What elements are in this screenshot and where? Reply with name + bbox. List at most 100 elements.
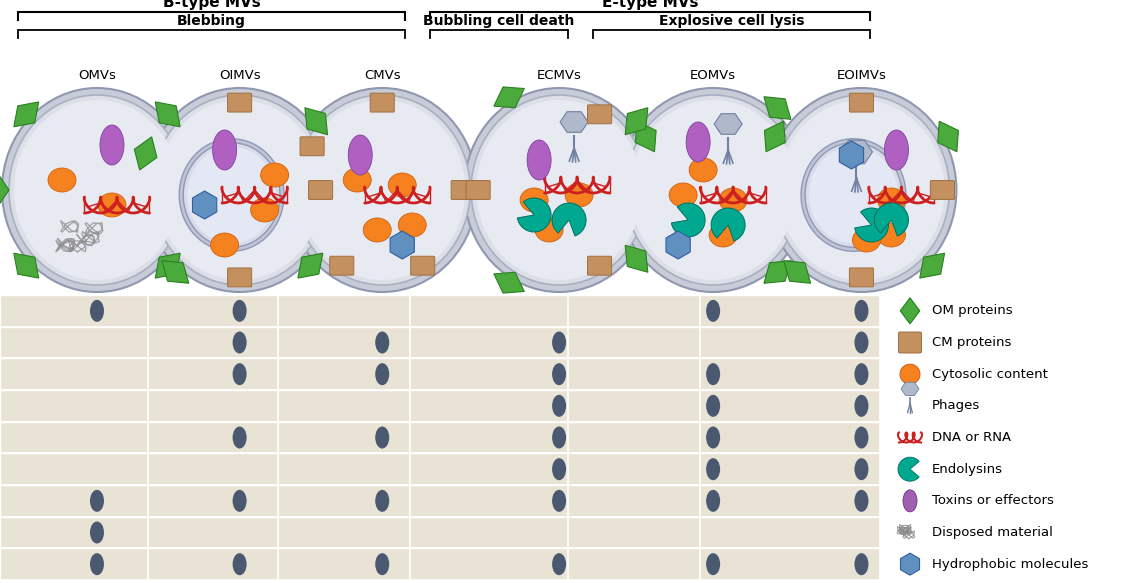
Ellipse shape bbox=[9, 95, 185, 285]
Ellipse shape bbox=[233, 553, 246, 575]
Ellipse shape bbox=[471, 95, 647, 285]
Text: Explosive cell lysis: Explosive cell lysis bbox=[658, 14, 804, 28]
Ellipse shape bbox=[398, 213, 427, 237]
Polygon shape bbox=[560, 112, 588, 132]
Polygon shape bbox=[14, 102, 39, 127]
Text: Blebbing: Blebbing bbox=[177, 14, 246, 28]
Ellipse shape bbox=[233, 427, 246, 448]
FancyBboxPatch shape bbox=[308, 181, 333, 199]
Wedge shape bbox=[874, 203, 908, 236]
Ellipse shape bbox=[884, 130, 908, 170]
Ellipse shape bbox=[855, 458, 868, 480]
Text: Disposed material: Disposed material bbox=[932, 526, 1053, 539]
Ellipse shape bbox=[552, 427, 566, 448]
Ellipse shape bbox=[375, 427, 389, 448]
FancyBboxPatch shape bbox=[849, 93, 874, 112]
Ellipse shape bbox=[233, 363, 246, 385]
Text: EOMVs: EOMVs bbox=[690, 69, 736, 82]
Ellipse shape bbox=[801, 139, 906, 251]
Text: ECMVs: ECMVs bbox=[536, 69, 582, 82]
Text: Endolysins: Endolysins bbox=[932, 463, 1003, 476]
Ellipse shape bbox=[778, 100, 945, 280]
Polygon shape bbox=[14, 253, 39, 278]
FancyBboxPatch shape bbox=[451, 181, 476, 199]
Bar bbox=[0, 549, 880, 580]
Ellipse shape bbox=[552, 490, 566, 512]
Ellipse shape bbox=[706, 427, 720, 448]
Ellipse shape bbox=[90, 300, 104, 322]
Polygon shape bbox=[920, 253, 945, 278]
Polygon shape bbox=[155, 253, 180, 278]
Text: E-type MVs: E-type MVs bbox=[601, 0, 698, 10]
Ellipse shape bbox=[100, 125, 124, 165]
Ellipse shape bbox=[388, 173, 416, 197]
Ellipse shape bbox=[260, 163, 289, 187]
Polygon shape bbox=[193, 191, 217, 219]
Ellipse shape bbox=[689, 158, 718, 182]
Polygon shape bbox=[390, 231, 414, 259]
FancyBboxPatch shape bbox=[411, 257, 435, 275]
Ellipse shape bbox=[375, 363, 389, 385]
Polygon shape bbox=[764, 97, 791, 120]
Ellipse shape bbox=[855, 427, 868, 448]
Ellipse shape bbox=[375, 553, 389, 575]
Ellipse shape bbox=[855, 363, 868, 385]
Text: EOIMVs: EOIMVs bbox=[836, 69, 887, 82]
Wedge shape bbox=[898, 457, 920, 481]
Text: Cytosolic content: Cytosolic content bbox=[932, 368, 1047, 381]
Ellipse shape bbox=[464, 88, 654, 292]
Ellipse shape bbox=[855, 553, 868, 575]
Polygon shape bbox=[900, 553, 920, 575]
Bar bbox=[0, 485, 880, 517]
Ellipse shape bbox=[565, 183, 593, 207]
Ellipse shape bbox=[48, 168, 76, 192]
Ellipse shape bbox=[476, 100, 642, 280]
Polygon shape bbox=[625, 108, 648, 135]
Ellipse shape bbox=[706, 553, 720, 575]
Bar bbox=[0, 359, 880, 390]
Ellipse shape bbox=[14, 100, 180, 280]
Ellipse shape bbox=[233, 300, 246, 322]
Ellipse shape bbox=[375, 490, 389, 512]
Ellipse shape bbox=[855, 300, 868, 322]
Ellipse shape bbox=[719, 188, 747, 212]
Polygon shape bbox=[298, 253, 323, 278]
Text: Toxins or effectors: Toxins or effectors bbox=[932, 494, 1054, 507]
Ellipse shape bbox=[294, 95, 470, 285]
Polygon shape bbox=[714, 114, 742, 134]
Polygon shape bbox=[938, 121, 958, 152]
Ellipse shape bbox=[156, 100, 323, 280]
Ellipse shape bbox=[706, 300, 720, 322]
Text: CMVs: CMVs bbox=[364, 69, 400, 82]
FancyBboxPatch shape bbox=[588, 105, 612, 124]
Wedge shape bbox=[711, 208, 745, 241]
FancyBboxPatch shape bbox=[330, 257, 354, 275]
Text: CM proteins: CM proteins bbox=[932, 336, 1011, 349]
Ellipse shape bbox=[625, 95, 801, 285]
Ellipse shape bbox=[187, 147, 276, 243]
Polygon shape bbox=[155, 102, 180, 127]
Wedge shape bbox=[517, 198, 551, 232]
Ellipse shape bbox=[855, 490, 868, 512]
Ellipse shape bbox=[706, 458, 720, 480]
FancyBboxPatch shape bbox=[898, 332, 922, 353]
Ellipse shape bbox=[855, 332, 868, 353]
FancyBboxPatch shape bbox=[849, 268, 874, 287]
Bar bbox=[0, 517, 880, 549]
Ellipse shape bbox=[90, 522, 104, 543]
Ellipse shape bbox=[375, 332, 389, 353]
Polygon shape bbox=[494, 272, 525, 293]
FancyBboxPatch shape bbox=[930, 181, 955, 199]
FancyBboxPatch shape bbox=[300, 137, 324, 156]
Ellipse shape bbox=[2, 88, 192, 292]
Ellipse shape bbox=[877, 223, 906, 247]
Bar bbox=[0, 454, 880, 485]
Ellipse shape bbox=[618, 88, 808, 292]
Ellipse shape bbox=[709, 223, 737, 247]
Ellipse shape bbox=[233, 332, 246, 353]
FancyBboxPatch shape bbox=[227, 93, 252, 112]
Ellipse shape bbox=[809, 147, 898, 243]
Ellipse shape bbox=[145, 88, 334, 292]
Ellipse shape bbox=[535, 218, 564, 242]
Text: Phages: Phages bbox=[932, 399, 980, 412]
